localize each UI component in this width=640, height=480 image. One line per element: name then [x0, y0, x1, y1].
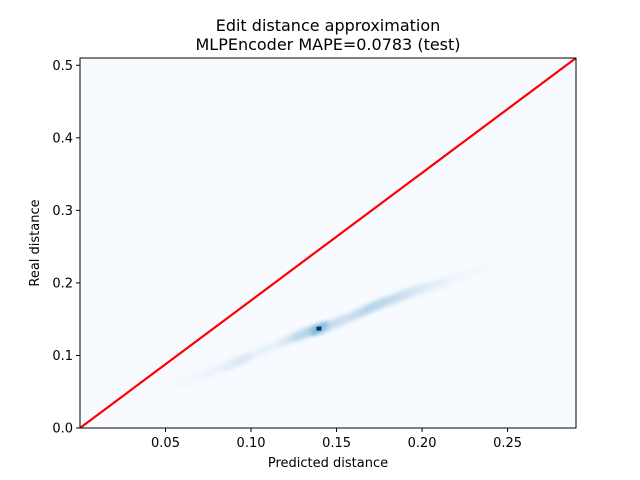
density-peak-bin	[316, 326, 322, 331]
x-tick-label: 0.15	[322, 436, 351, 451]
chart-subtitle: MLPEncoder MAPE=0.0783 (test)	[195, 35, 460, 54]
y-tick-label: 0.5	[52, 59, 73, 74]
x-tick-label: 0.10	[237, 436, 266, 451]
density-heatmap	[163, 247, 519, 391]
y-axis-ticks: 0.0 0.1 0.2 0.3 0.4 0.5	[52, 59, 80, 437]
y-tick-label: 0.1	[52, 349, 73, 364]
x-tick-label: 0.25	[493, 436, 522, 451]
x-tick-label: 0.05	[151, 436, 180, 451]
x-tick-label: 0.20	[408, 436, 437, 451]
y-tick-label: 0.2	[52, 276, 73, 291]
x-axis-label: Predicted distance	[268, 456, 388, 471]
y-axis-label: Real distance	[28, 199, 43, 286]
x-axis-ticks: 0.05 0.10 0.15 0.20 0.25	[151, 428, 522, 451]
plot-frame	[79, 57, 577, 429]
density-cluster	[163, 371, 203, 391]
reference-line	[80, 58, 576, 428]
y-tick-label: 0.0	[52, 422, 73, 437]
density-cluster	[450, 264, 490, 284]
y-tick-label: 0.4	[52, 131, 73, 146]
density-cluster	[479, 247, 519, 268]
reference-line-group	[80, 58, 576, 428]
y-tick-label: 0.3	[52, 204, 73, 219]
chart-title: Edit distance approximation	[216, 16, 441, 35]
